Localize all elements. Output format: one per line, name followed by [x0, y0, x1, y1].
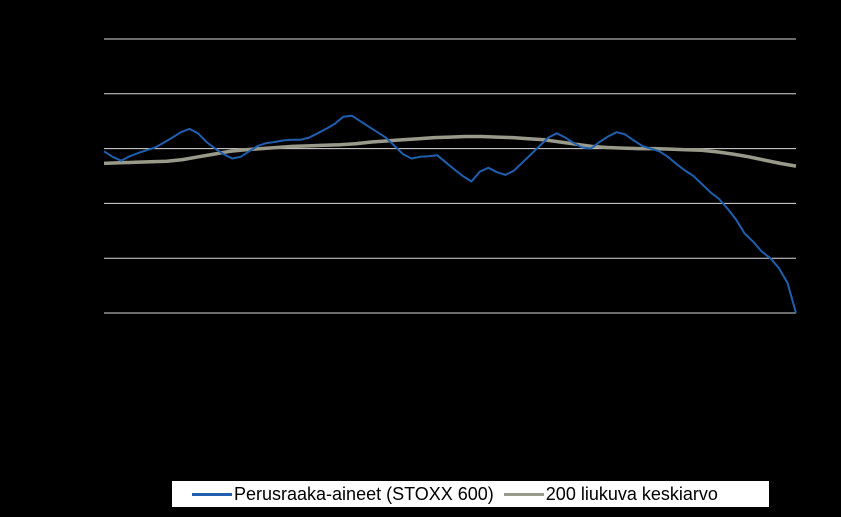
- legend-swatch-primary: [192, 492, 232, 496]
- legend-item-primary: Perusraaka-aineet (STOXX 600): [192, 484, 494, 505]
- series-line-moving-average: [103, 134, 797, 168]
- series-lines: [103, 114, 797, 314]
- legend-item-moving-average: 200 liukuva keskiarvo: [503, 483, 718, 505]
- legend: Perusraaka-aineet (STOXX 600) 200 liukuv…: [172, 481, 769, 507]
- gridlines: [104, 38, 796, 314]
- legend-swatch-moving-average: [503, 492, 544, 496]
- legend-label-primary: Perusraaka-aineet (STOXX 600): [234, 483, 494, 504]
- series-line-primary: [103, 114, 797, 314]
- legend-label-moving-average: 200 liukuva keskiarvo: [545, 483, 718, 504]
